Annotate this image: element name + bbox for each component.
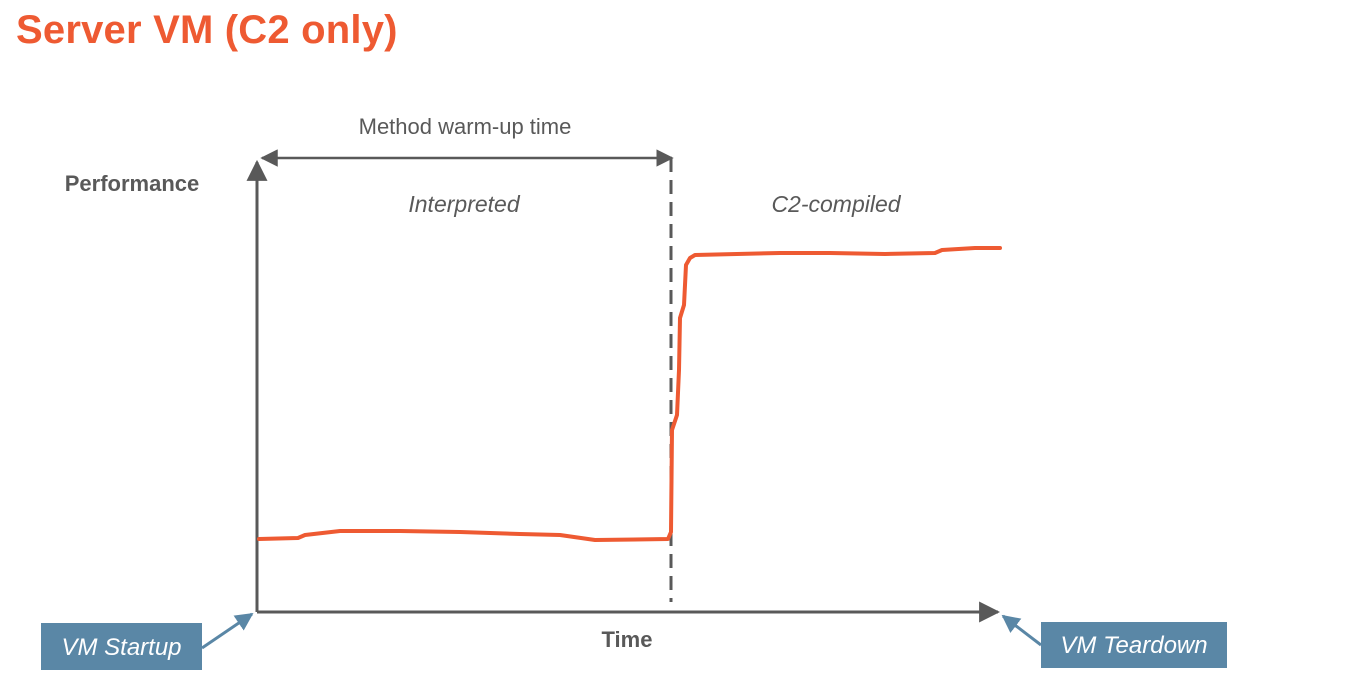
performance-curve — [257, 246, 1002, 542]
y-axis-label: Performance — [65, 171, 200, 196]
x-axis-label: Time — [602, 627, 653, 652]
warmup-span-label: Method warm-up time — [359, 114, 572, 139]
callout-end-text: VM Teardown — [1060, 632, 1207, 659]
callout-end-box — [1041, 622, 1227, 668]
slide-title: Server VM (C2 only) — [16, 8, 398, 52]
callout-end-pointer — [1001, 614, 1042, 647]
phase-interpreted-label: Interpreted — [408, 191, 520, 217]
callout-start-text: VM Startup — [61, 634, 181, 661]
phase-c2-compiled-label: C2-compiled — [771, 191, 901, 217]
callout-start-pointer — [201, 612, 254, 650]
callout-start-box — [41, 623, 202, 670]
